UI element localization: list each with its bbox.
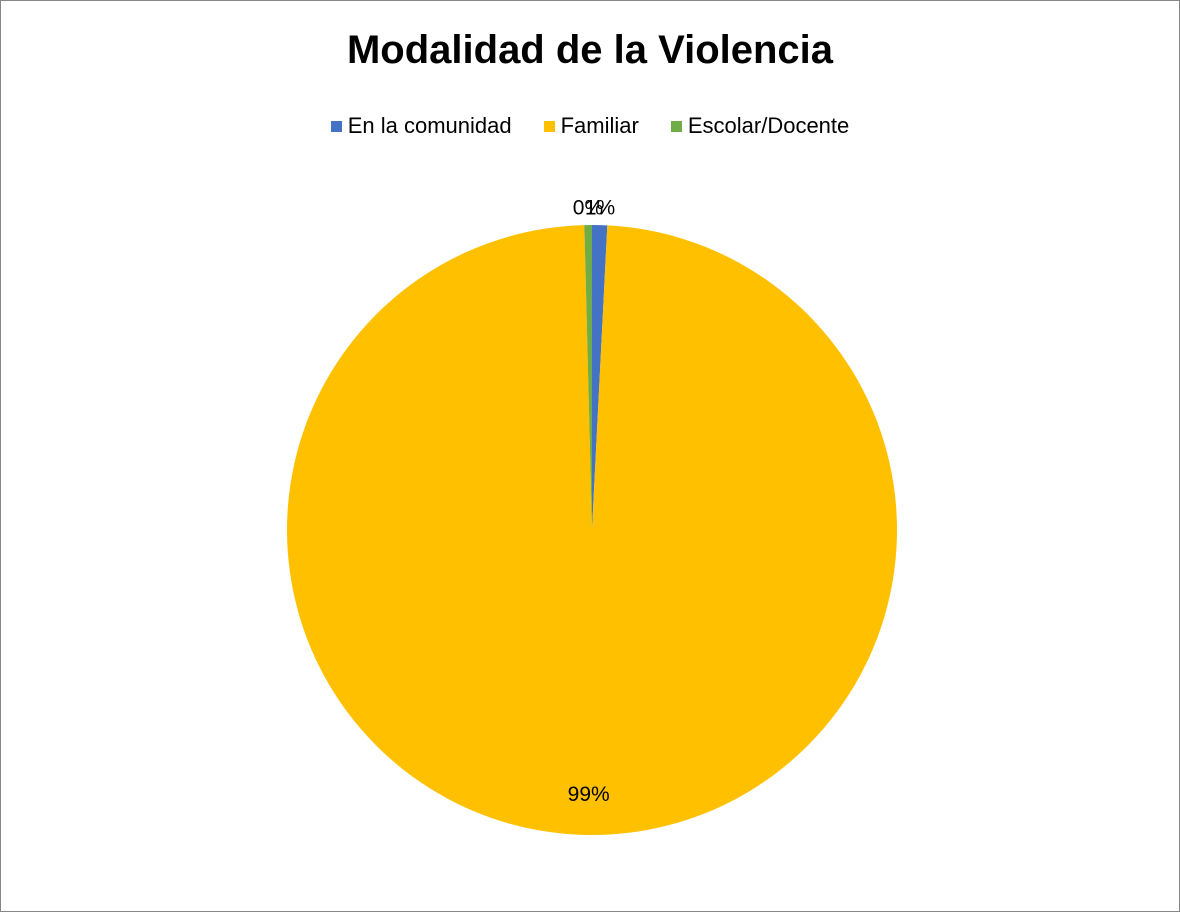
data-label: 0% — [573, 197, 603, 220]
legend-item-escolar-docente: Escolar/Docente — [670, 113, 850, 139]
legend-item-en-la-comunidad: En la comunidad — [330, 113, 512, 139]
legend-label: Familiar — [560, 113, 639, 138]
legend-swatch — [330, 120, 342, 132]
chart-title: Modalidad de la Violencia — [346, 28, 834, 72]
data-label: 99% — [568, 783, 610, 806]
pie-slice-familiar — [287, 225, 898, 836]
legend-swatch — [543, 120, 555, 132]
pie-slice-escolar-docente — [584, 225, 592, 530]
legend: En la comunidad Familiar Escolar/Docente — [0, 113, 1180, 139]
legend-item-familiar: Familiar — [543, 113, 639, 139]
data-label: 1% — [585, 197, 615, 220]
legend-label: En la comunidad — [347, 113, 512, 138]
pie-slice-en-la-comunidad — [592, 225, 608, 530]
legend-label: Escolar/Docente — [687, 113, 850, 138]
legend-swatch — [670, 120, 682, 132]
